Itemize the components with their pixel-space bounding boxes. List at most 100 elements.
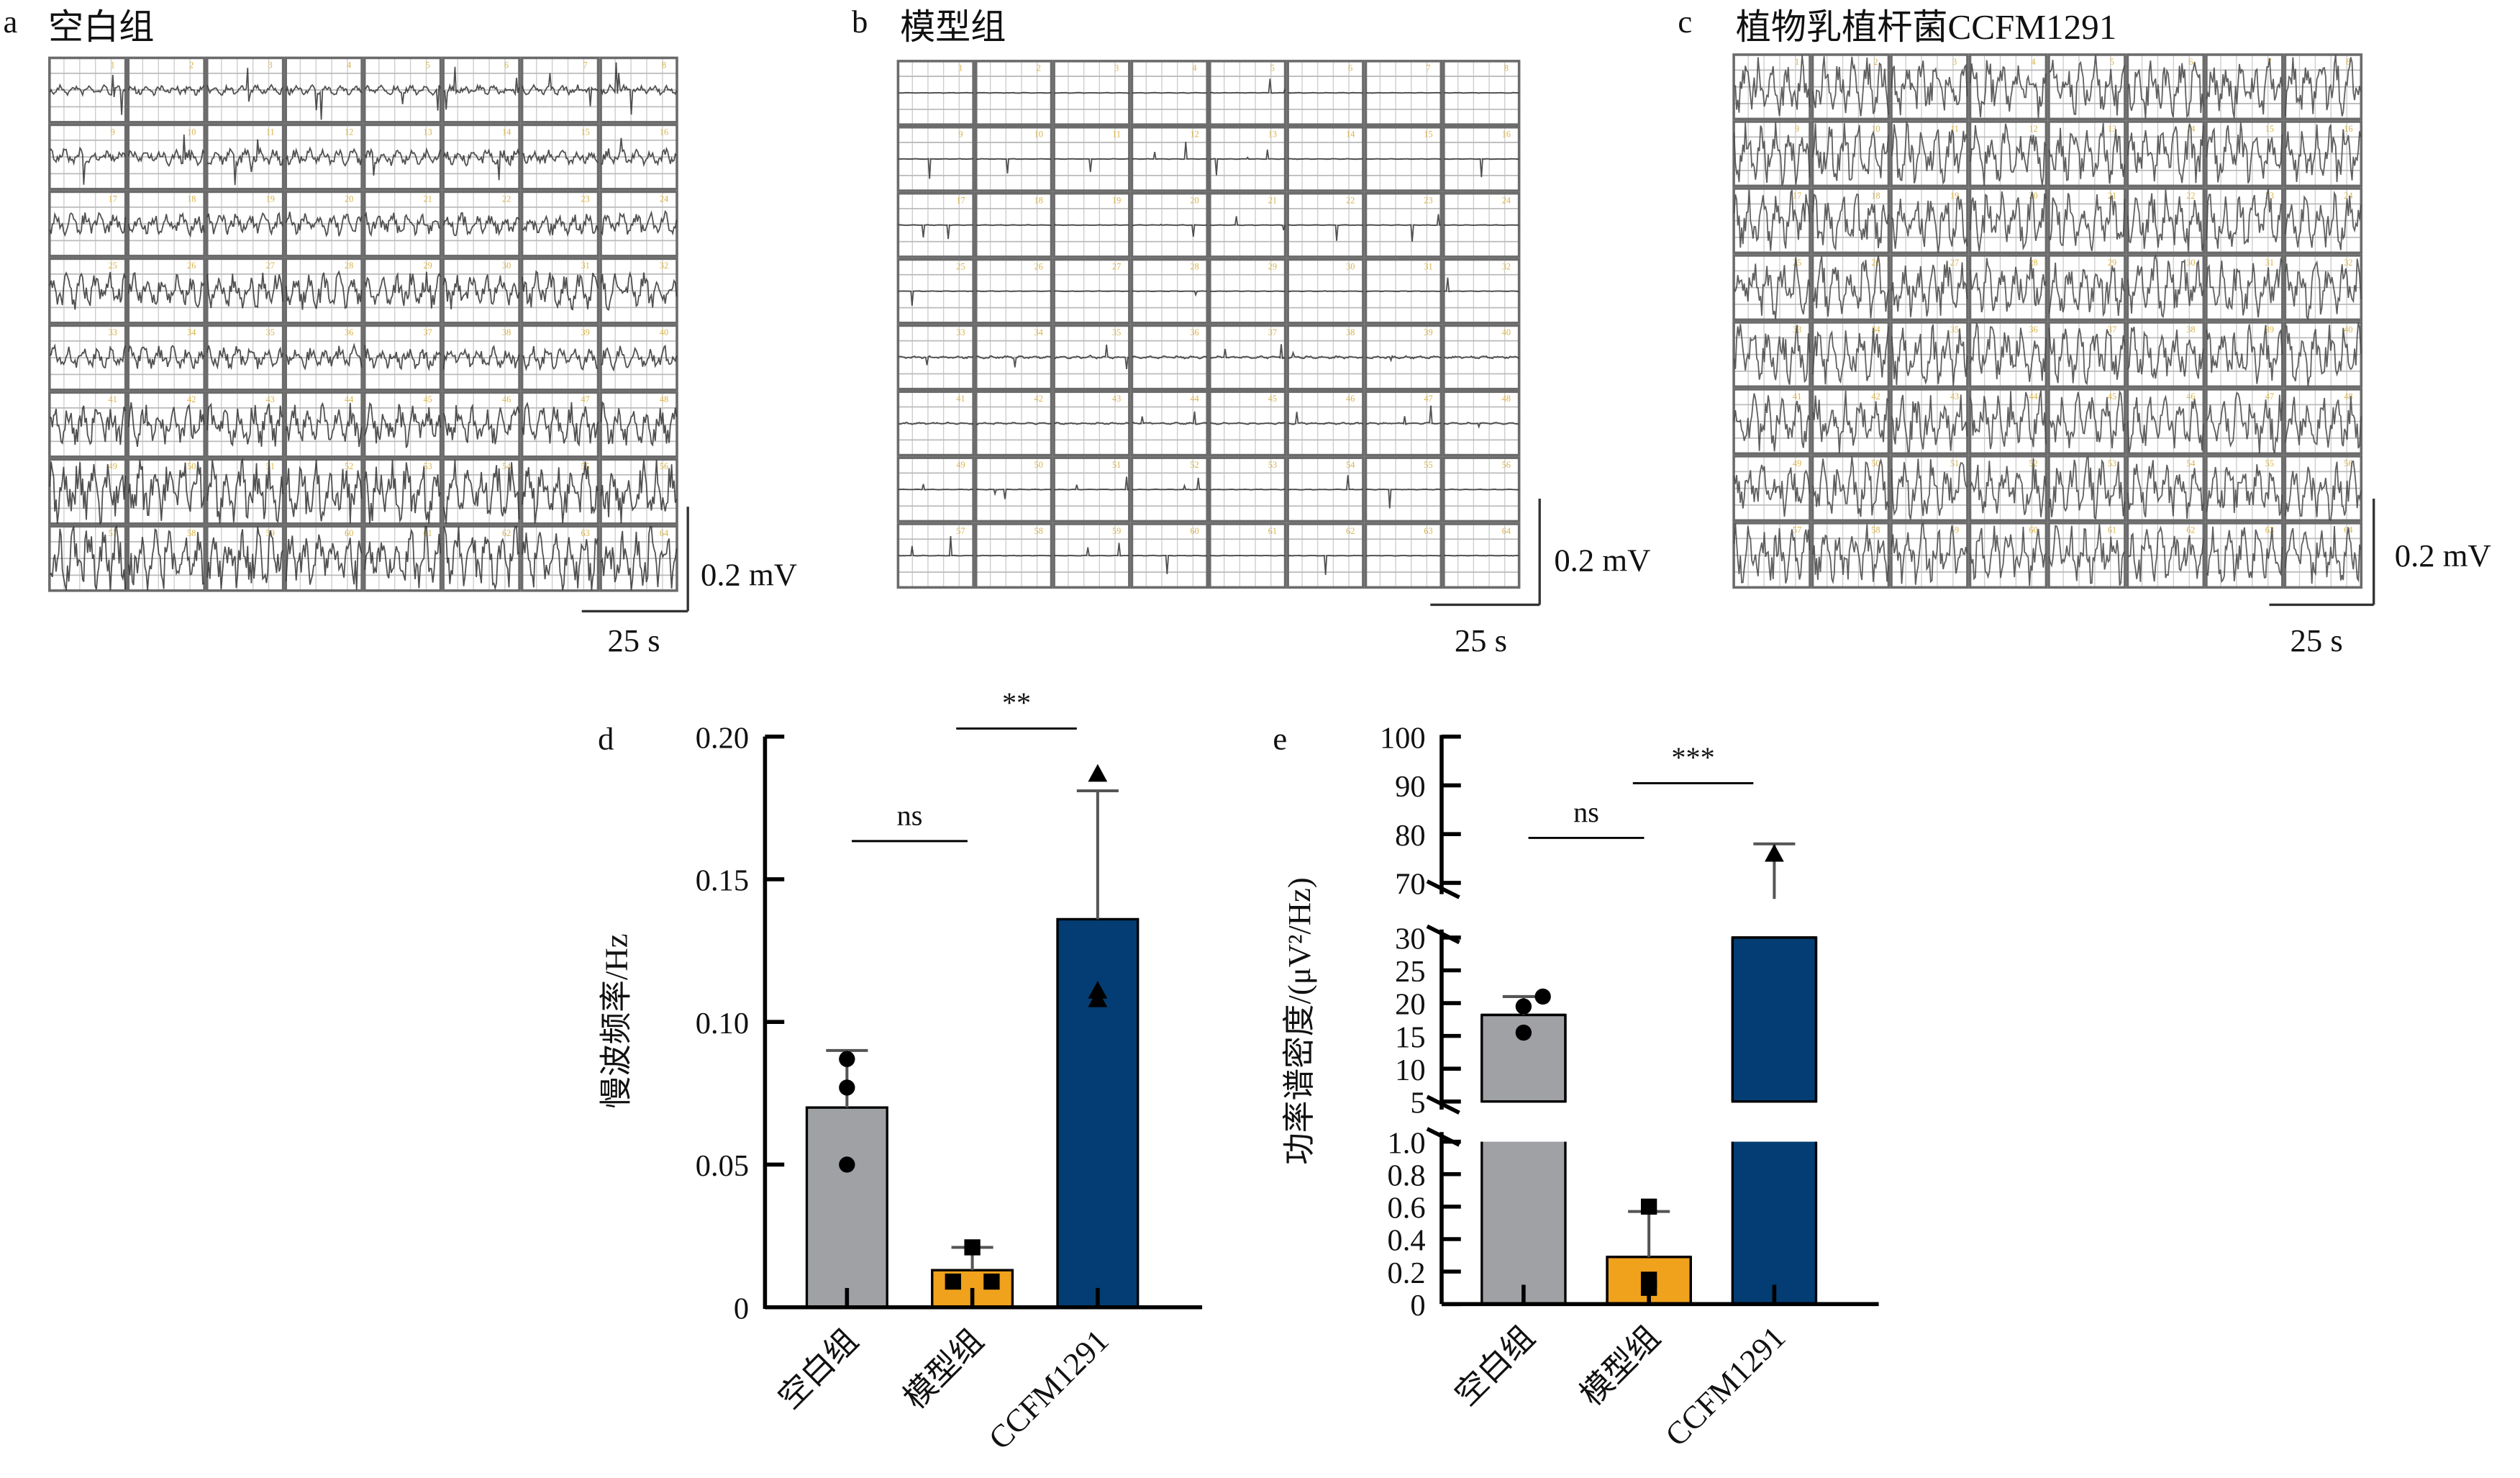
emg-channel-cell: 29	[1209, 258, 1287, 325]
cell-border	[1890, 455, 1969, 522]
channel-number: 50	[1871, 458, 1880, 468]
cell-border	[1732, 120, 1811, 188]
emg-trace	[1365, 355, 1442, 363]
channel-number: 30	[2186, 258, 2195, 268]
emg-channel-cell: 19	[1052, 191, 1131, 258]
emg-trace	[2284, 55, 2362, 117]
channel-number: 3	[1114, 63, 1119, 73]
emg-channel-cell: 25	[48, 257, 127, 325]
channel-number: 49	[956, 460, 965, 470]
y-tick-label: 0.20	[696, 721, 749, 755]
cell-border	[1052, 60, 1131, 126]
channel-number: 27	[1112, 261, 1121, 271]
cell-border	[1811, 187, 1891, 255]
emg-trace	[522, 461, 599, 524]
emg-trace	[976, 91, 1052, 94]
cell-border	[1811, 53, 1891, 121]
emg-trace	[2206, 189, 2283, 249]
emg-channel-cell: 9	[896, 125, 975, 192]
cell-border	[2283, 53, 2363, 121]
emg-channel-cell: 25	[1732, 254, 1811, 322]
channel-number: 39	[2265, 325, 2274, 335]
channel-number: 2	[1873, 57, 1878, 67]
cell-border	[205, 56, 285, 124]
cell-border	[1442, 390, 1521, 457]
y-tick-label: 0.4	[1388, 1224, 1426, 1258]
cell-border	[1364, 258, 1443, 325]
emg-channel-cell: 35	[1052, 324, 1131, 391]
emg-channel-cell: 36	[1130, 324, 1209, 391]
emg-channel-cell: 46	[2126, 388, 2206, 455]
emg-trace	[127, 459, 205, 521]
emg-channel-cell: 41	[1732, 388, 1811, 455]
channel-number: 5	[1270, 63, 1275, 73]
cell-border	[1968, 53, 2048, 121]
emg-channel-cell: 46	[442, 391, 521, 458]
emg-channel-cell: 43	[205, 391, 285, 458]
emg-trace	[1365, 158, 1442, 160]
cell-border	[363, 190, 442, 258]
emg-channel-cell: 47	[1364, 390, 1443, 457]
cell-border	[520, 190, 600, 258]
emg-channel-cell: 59	[1052, 522, 1131, 589]
channel-number: 15	[1424, 130, 1432, 140]
channel-number: 58	[187, 528, 196, 538]
emg-channel-cell: 30	[442, 257, 521, 325]
emg-channel-cell: 59	[1890, 521, 1969, 589]
channel-number: 56	[2344, 458, 2352, 468]
channel-number: 56	[660, 461, 668, 471]
emg-trace	[127, 527, 205, 591]
channel-number: 44	[1190, 394, 1198, 404]
channel-number: 42	[187, 394, 196, 404]
cell-border	[2047, 388, 2126, 455]
channel-number: 19	[1112, 196, 1121, 206]
channel-number: 30	[1346, 261, 1355, 271]
panel-a-letter: a	[3, 4, 17, 40]
emg-trace	[2126, 394, 2204, 453]
cell-border	[1209, 125, 1287, 192]
emg-channel-cell: 38	[442, 324, 521, 391]
y-tick-label: 100	[1380, 721, 1426, 755]
channel-number: 62	[502, 528, 511, 538]
y-tick-label: 0	[734, 1292, 749, 1325]
cell-border	[1811, 254, 1891, 322]
channel-number: 10	[1034, 130, 1043, 140]
scale-time-c: 25 s	[2291, 622, 2343, 658]
x-category-label: 模型组	[896, 1323, 990, 1416]
cell-border	[1811, 522, 1891, 589]
emg-trace	[1444, 277, 1519, 293]
channel-number: 17	[1793, 191, 1801, 201]
channel-number: 7	[583, 60, 588, 70]
emg-trace	[2206, 256, 2283, 318]
cell-border	[520, 391, 600, 458]
emg-channel-cell: 48	[1442, 390, 1521, 457]
emg-channel-cell: 22	[1286, 191, 1365, 258]
emg-channel-cell: 15	[520, 123, 600, 191]
emg-channel-cell: 11	[205, 123, 285, 191]
channel-number: 39	[1424, 327, 1432, 337]
emg-channel-cell: 61	[363, 525, 442, 592]
emg-trace	[1365, 488, 1442, 509]
channel-number: 25	[109, 260, 117, 271]
emg-trace	[1444, 355, 1519, 360]
cell-border	[2205, 388, 2284, 455]
emg-channel-cell: 41	[48, 391, 127, 458]
emg-channel-cell: 6	[442, 56, 521, 124]
cell-border	[1052, 390, 1131, 457]
emg-channel-cell: 43	[1052, 390, 1131, 457]
data-point-circle	[1534, 988, 1551, 1005]
cell-border	[1364, 324, 1443, 391]
channel-number: 45	[1268, 394, 1277, 404]
cell-border	[205, 391, 285, 458]
emg-channel-cell: 21	[2047, 187, 2126, 255]
channel-number: 31	[1424, 261, 1432, 271]
channel-number: 11	[1112, 130, 1121, 140]
channel-number: 6	[1348, 63, 1352, 73]
channel-number: 36	[2029, 325, 2037, 335]
emg-channel-cell: 14	[442, 123, 521, 191]
emg-trace	[1891, 394, 1968, 453]
bar	[1731, 936, 1818, 1103]
emg-trace	[1054, 543, 1129, 557]
cell-border	[205, 123, 285, 191]
emg-channel-cell: 52	[1968, 455, 2048, 522]
